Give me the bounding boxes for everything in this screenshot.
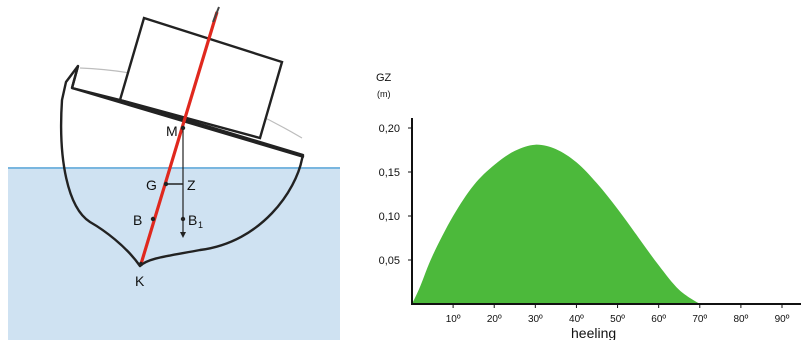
- x-tick-label: 60º: [651, 314, 666, 325]
- x-tick-label: 90º: [775, 314, 790, 325]
- y-tick-label: 0,20: [379, 123, 400, 135]
- gz-chart: 0,20 0,15 0,10 0,05 10º 20º 30º 40º 50º 60º 70º 80…: [376, 72, 801, 340]
- x-tick-label: 20º: [487, 314, 502, 325]
- ship-diagram: M G Z B B 1 K: [8, 6, 340, 340]
- label-b1: B: [188, 212, 197, 228]
- y-tick-label: 0,15: [379, 167, 400, 179]
- label-b: B: [133, 212, 142, 228]
- label-k: K: [135, 273, 145, 289]
- x-tick-label: 30º: [528, 314, 543, 325]
- label-b1-subscript: 1: [198, 220, 203, 230]
- x-tick-label: 80º: [733, 314, 748, 325]
- point-m: [180, 125, 186, 131]
- y-axis-label: GZ: [376, 72, 392, 84]
- buoyancy-arrow-head: [180, 232, 186, 238]
- heeled-centerline: [139, 11, 219, 265]
- point-b: [150, 216, 156, 222]
- y-axis-unit: (m): [377, 89, 391, 99]
- bulwark-left: [70, 65, 80, 89]
- x-tick-label: 40º: [569, 314, 584, 325]
- label-m: M: [166, 123, 178, 139]
- label-g: G: [146, 177, 157, 193]
- y-ticks: 0,20 0,15 0,10 0,05: [379, 123, 412, 267]
- y-tick-label: 0,10: [379, 211, 400, 223]
- x-axis-label: heeling: [571, 325, 616, 340]
- x-tick-label: 70º: [692, 314, 707, 325]
- point-b1: [180, 216, 186, 222]
- x-tick-label: 50º: [610, 314, 625, 325]
- point-g: [163, 181, 169, 187]
- deck-edge: [71, 86, 305, 159]
- deckhouse: [118, 16, 284, 140]
- x-ticks: 10º 20º 30º 40º 50º 60º 70º 80º 90º: [446, 304, 790, 325]
- gz-curve-area: [412, 144, 700, 304]
- mast-top: [212, 6, 220, 23]
- y-tick-label: 0,05: [379, 255, 400, 267]
- point-k: [138, 261, 144, 267]
- hull: [59, 64, 305, 268]
- x-tick-label: 10º: [446, 314, 461, 325]
- label-z: Z: [187, 177, 196, 193]
